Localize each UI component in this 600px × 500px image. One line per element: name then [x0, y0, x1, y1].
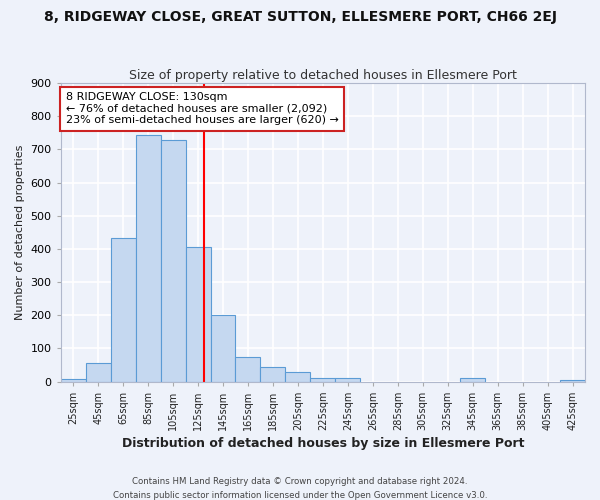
- Text: Contains HM Land Registry data © Crown copyright and database right 2024.
Contai: Contains HM Land Registry data © Crown c…: [113, 478, 487, 500]
- Y-axis label: Number of detached properties: Number of detached properties: [15, 144, 25, 320]
- Bar: [211, 315, 235, 382]
- Text: 8, RIDGEWAY CLOSE, GREAT SUTTON, ELLESMERE PORT, CH66 2EJ: 8, RIDGEWAY CLOSE, GREAT SUTTON, ELLESME…: [44, 10, 557, 24]
- Title: Size of property relative to detached houses in Ellesmere Port: Size of property relative to detached ho…: [129, 69, 517, 82]
- Bar: [136, 134, 161, 382]
- X-axis label: Distribution of detached houses by size in Ellesmere Port: Distribution of detached houses by size …: [122, 437, 524, 450]
- Bar: [310, 378, 335, 382]
- Bar: [460, 378, 485, 382]
- Bar: [161, 140, 185, 382]
- Bar: [335, 378, 361, 382]
- Bar: [235, 356, 260, 382]
- Bar: [86, 362, 110, 382]
- Bar: [110, 238, 136, 382]
- Bar: [260, 366, 286, 382]
- Text: 8 RIDGEWAY CLOSE: 130sqm
← 76% of detached houses are smaller (2,092)
23% of sem: 8 RIDGEWAY CLOSE: 130sqm ← 76% of detach…: [66, 92, 339, 126]
- Bar: [560, 380, 585, 382]
- Bar: [286, 372, 310, 382]
- Bar: [61, 379, 86, 382]
- Bar: [185, 248, 211, 382]
